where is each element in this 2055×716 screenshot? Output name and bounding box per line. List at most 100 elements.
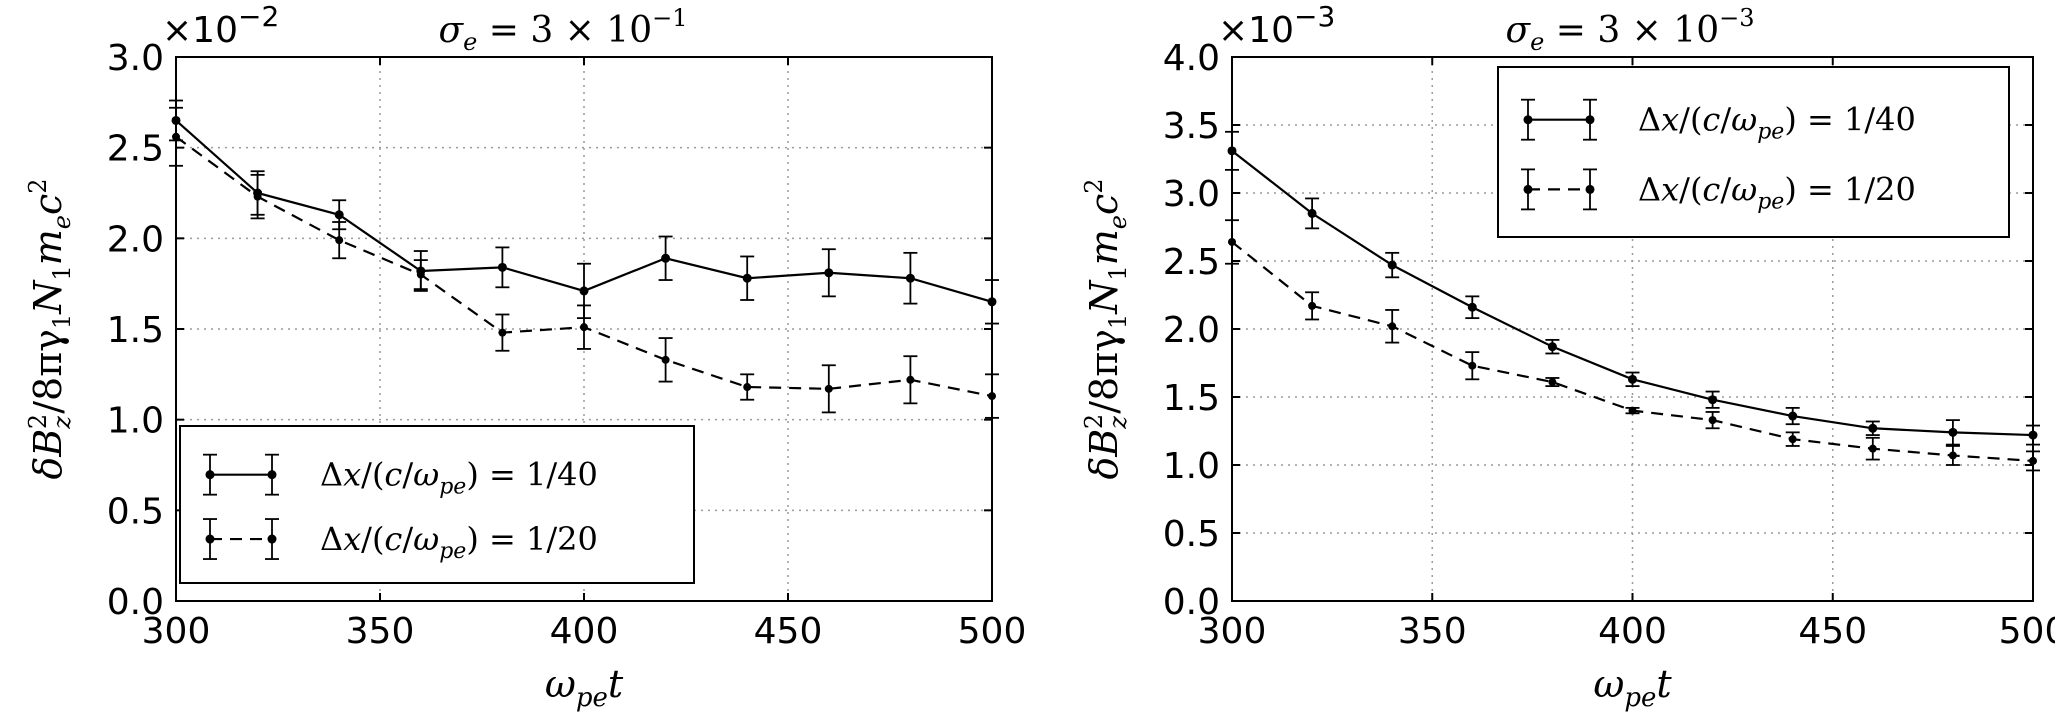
omega: ω xyxy=(1731,170,1757,208)
chart2-xtick-label: 350 xyxy=(1398,611,1467,652)
slash: / xyxy=(1720,101,1731,139)
subscript-z: z xyxy=(1104,416,1132,430)
scale-base: ×10 xyxy=(162,10,238,51)
subscript-pe: pe xyxy=(1757,120,1784,145)
value: ) = 1/40 xyxy=(466,456,598,494)
delta: Δ xyxy=(1638,170,1661,208)
m: m xyxy=(26,229,70,265)
legend-swatch-marker xyxy=(1524,185,1533,194)
chart1-xtick-label: 450 xyxy=(754,611,823,652)
chart1-series-1-point xyxy=(824,268,833,277)
value: ) = 1/20 xyxy=(1784,170,1916,208)
delta-b: δB xyxy=(1082,429,1126,480)
chart1-series-2-point xyxy=(498,329,506,337)
chart1-series-2-point xyxy=(254,193,262,201)
superscript-2: 2 xyxy=(1080,414,1108,429)
chart2-xtick-label: 500 xyxy=(1999,611,2055,652)
chart2-ytick-label: 4.0 xyxy=(1163,38,1220,79)
chart1-legend-box xyxy=(180,426,694,583)
chart2-series-1-point xyxy=(1548,342,1557,351)
chart1-ytick-label: 2.0 xyxy=(107,219,164,260)
legend-swatch-marker xyxy=(206,470,215,479)
subscript-pe: pe xyxy=(439,539,466,564)
omega: ω xyxy=(1731,101,1757,139)
chart1-series-1-point xyxy=(498,263,507,272)
slash: / xyxy=(402,520,413,558)
chart1-series-2-point xyxy=(580,323,588,331)
chart2-series-1-point xyxy=(1468,303,1477,312)
chart2-y-axis-label: δBz2/8πγ1N1mec2 xyxy=(1080,178,1132,479)
chart1-series-2-point xyxy=(906,376,914,384)
omega: ω xyxy=(545,662,576,706)
chart2-series-1-point xyxy=(1708,395,1717,404)
slash: / xyxy=(402,456,413,494)
chart2-x-axis-label: ωpet xyxy=(1593,662,1672,713)
chart2-series-2-point xyxy=(1308,302,1316,310)
chart1-series-2-point xyxy=(743,383,751,391)
n: N xyxy=(26,279,70,315)
chart1-series-1-point xyxy=(661,254,670,263)
chart1-ytick-label: 2.5 xyxy=(107,129,164,170)
title-symbol: σ xyxy=(439,10,465,51)
paren-open: /( xyxy=(1679,101,1702,139)
x: x xyxy=(1661,101,1679,139)
delta-b: δB xyxy=(26,429,70,480)
c: c xyxy=(26,194,70,215)
chart2-series-2-point xyxy=(1789,435,1797,443)
chart2-yscale-factor: ×10−3 xyxy=(1218,0,1335,51)
c: c xyxy=(384,456,402,494)
subscript-pe: pe xyxy=(439,475,466,500)
n: N xyxy=(1082,279,1126,315)
chart-panel-right: 3003504004505000.00.51.01.52.02.53.03.54… xyxy=(1080,0,2055,713)
chart1-series-2 xyxy=(169,108,999,418)
over-8pi-gamma: /8πγ xyxy=(1082,329,1126,414)
value: ) = 1/20 xyxy=(466,520,598,558)
omega: ω xyxy=(413,456,439,494)
chart1-series-1-point xyxy=(335,210,344,219)
over-8pi-gamma: /8πγ xyxy=(26,329,70,414)
chart1-yscale-factor: ×10−2 xyxy=(162,0,279,51)
chart2-ytick-label: 1.5 xyxy=(1163,378,1220,419)
subscript-pe: pe xyxy=(1757,189,1784,214)
chart2-series-2-point xyxy=(1468,362,1476,370)
chart2-ytick-label: 3.0 xyxy=(1163,174,1220,215)
chart1-x-axis-label: ωpet xyxy=(545,662,624,713)
legend-swatch-marker xyxy=(1586,185,1595,194)
slash: / xyxy=(1720,170,1731,208)
c: c xyxy=(1702,170,1720,208)
chart1-series-2-point xyxy=(662,356,670,364)
chart2-xtick-label: 450 xyxy=(1798,611,1867,652)
scale-exponent: −3 xyxy=(1294,0,1335,33)
subscript: pe xyxy=(576,683,608,713)
chart1-ytick-label: 0.0 xyxy=(107,582,164,623)
chart2-series-1-point xyxy=(1948,428,1957,437)
chart1-series-2-point xyxy=(335,236,343,244)
chart1-ytick-label: 1.0 xyxy=(107,401,164,442)
time: t xyxy=(608,662,624,706)
chart1-ytick-label: 3.0 xyxy=(107,38,164,79)
chart1-y-axis-label: δBz2/8πγ1N1mec2 xyxy=(24,178,76,479)
legend-swatch-marker xyxy=(206,535,215,544)
chart2-ytick-label: 2.5 xyxy=(1163,242,1220,283)
chart2-xtick-label: 400 xyxy=(1598,611,1667,652)
omega: ω xyxy=(1593,662,1624,706)
chart1-xtick-label: 400 xyxy=(550,611,619,652)
subscript-1: 1 xyxy=(48,265,76,280)
m: m xyxy=(1082,229,1126,265)
legend-swatch-marker xyxy=(268,535,277,544)
chart2-series-2-point xyxy=(1548,378,1556,386)
chart1-series-1-point xyxy=(906,274,915,283)
chart2-series-2-point xyxy=(1949,451,1957,459)
chart1-ytick-label: 1.5 xyxy=(107,310,164,351)
c: c xyxy=(1082,194,1126,215)
legend-swatch-marker xyxy=(1524,115,1533,124)
scale-exponent: −2 xyxy=(238,0,279,33)
subscript-1: 1 xyxy=(48,314,76,329)
paren-open: /( xyxy=(361,456,384,494)
time: t xyxy=(1656,662,1672,706)
chart2-series-2-point xyxy=(1629,407,1637,415)
chart2-series-2-point xyxy=(1709,416,1717,424)
